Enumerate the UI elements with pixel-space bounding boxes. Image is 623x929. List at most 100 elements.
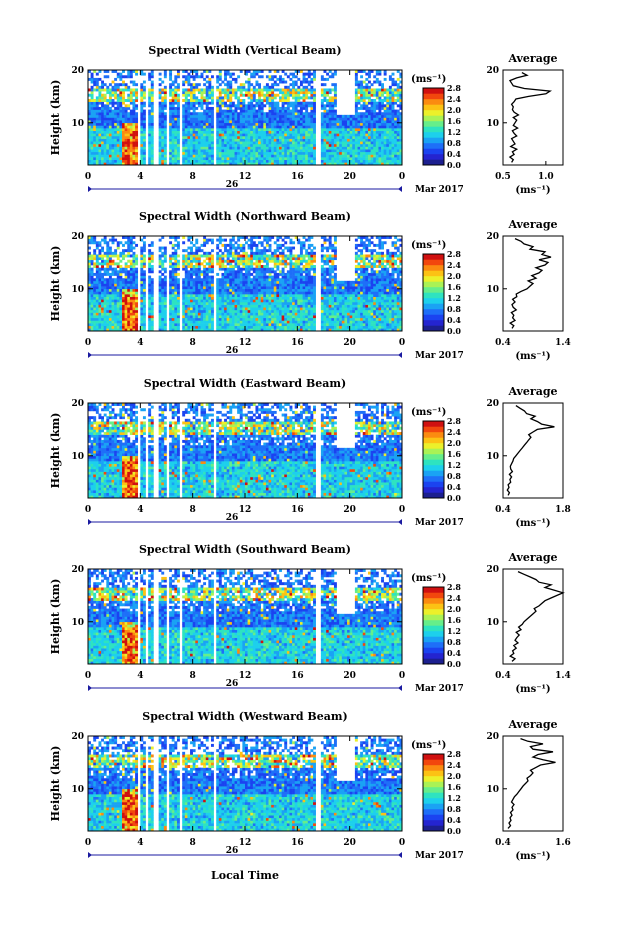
heatmap-cell <box>174 309 178 313</box>
heatmap-cell <box>357 159 361 163</box>
heatmap-cell <box>307 162 311 166</box>
heatmap-cell <box>252 93 256 97</box>
heatmap-cell <box>357 101 361 105</box>
heatmap-cell <box>197 75 201 79</box>
heatmap-cell <box>263 133 267 137</box>
heatmap-cell <box>284 109 288 113</box>
heatmap-cell <box>195 128 199 131</box>
heatmap-cell <box>265 143 269 147</box>
heatmap-cell <box>132 315 136 319</box>
heatmap-cell <box>88 320 91 324</box>
heatmap-cell <box>114 296 118 300</box>
heatmap-cell <box>200 323 204 327</box>
heatmap-cell <box>174 262 178 266</box>
heatmap-cell <box>331 151 335 155</box>
heatmap-cell <box>127 85 131 89</box>
heatmap-cell <box>108 138 112 142</box>
heatmap-cell <box>229 88 233 92</box>
heatmap-cell <box>341 149 345 153</box>
heatmap-cell <box>252 104 256 108</box>
heatmap-cell <box>258 96 261 100</box>
heatmap-cell <box>127 146 131 150</box>
heatmap-cell <box>381 143 384 147</box>
heatmap-cell <box>286 99 290 102</box>
heatmap-cell <box>273 88 277 92</box>
heatmap-cell <box>221 143 225 147</box>
heatmap-cell <box>148 249 152 253</box>
heatmap-cell <box>216 149 220 153</box>
heatmap-cell <box>101 238 104 242</box>
heatmap-cell <box>124 275 128 279</box>
heatmap-cell <box>237 315 241 319</box>
heatmap-cell <box>245 157 248 161</box>
heatmap-cell <box>360 91 364 95</box>
heatmap-cell <box>273 151 277 155</box>
heatmap-cell <box>294 88 298 92</box>
heatmap-cell <box>378 104 382 108</box>
heatmap-cell <box>333 157 337 161</box>
heatmap-cell <box>263 120 267 124</box>
heatmap-cell <box>203 149 207 153</box>
heatmap-cell <box>140 272 144 276</box>
heatmap-cell <box>101 117 104 121</box>
heatmap-cell <box>200 122 204 126</box>
heatmap-cell <box>276 157 280 161</box>
heatmap-cell <box>242 101 246 105</box>
heatmap-cell <box>226 251 230 255</box>
heatmap-cell <box>140 106 144 110</box>
heatmap-cell <box>252 88 256 92</box>
heatmap-cell <box>328 106 332 110</box>
heatmap-cell <box>383 122 387 126</box>
heatmap-cell <box>182 307 186 311</box>
heatmap-cell <box>132 117 136 121</box>
heatmap-cell <box>187 272 191 276</box>
heatmap-cell <box>171 135 175 139</box>
heatmap-cell <box>388 104 392 108</box>
heatmap-cell <box>386 91 390 95</box>
heatmap-cell <box>271 159 275 163</box>
heatmap-cell <box>184 262 188 266</box>
heatmap-cell <box>127 304 131 308</box>
heatmap-cell <box>205 128 209 131</box>
heatmap-cell <box>218 120 222 124</box>
heatmap-cell <box>182 112 186 116</box>
heatmap-cell <box>289 154 293 158</box>
heatmap-cell <box>281 101 285 105</box>
heatmap-cell <box>313 88 316 92</box>
heatmap-cell <box>339 143 343 147</box>
heatmap-cell <box>195 325 199 329</box>
heatmap-cell <box>208 112 212 116</box>
heatmap-cell <box>210 122 214 126</box>
heatmap-cell <box>313 138 316 142</box>
heatmap-cell <box>163 275 167 279</box>
heatmap-cell <box>234 320 238 324</box>
heatmap-cell <box>184 75 188 79</box>
heatmap-cell <box>195 106 199 110</box>
heatmap-cell <box>158 291 162 295</box>
heatmap-cell <box>176 151 180 155</box>
heatmap-cell <box>114 157 118 161</box>
heatmap-cell <box>171 299 175 303</box>
heatmap-cell <box>158 257 162 261</box>
heatmap-cell <box>297 120 301 124</box>
heatmap-cell <box>161 315 165 319</box>
heatmap-cell <box>260 122 264 126</box>
heatmap-cell <box>331 130 335 134</box>
heatmap-cell <box>339 135 343 139</box>
heatmap-cell <box>242 138 246 142</box>
heatmap-cell <box>127 278 131 282</box>
heatmap-cell <box>258 99 261 102</box>
heatmap-cell <box>320 106 324 110</box>
heatmap-cell <box>90 236 94 239</box>
heatmap-cell <box>347 159 350 163</box>
heatmap-cell <box>208 109 212 113</box>
heatmap-cell <box>90 85 94 89</box>
heatmap-cell <box>367 157 371 161</box>
heatmap-cell <box>98 294 102 297</box>
heatmap-cell <box>281 99 285 102</box>
heatmap-cell <box>192 304 196 308</box>
heatmap-cell <box>394 151 398 155</box>
heatmap-cell <box>111 151 115 155</box>
heatmap-cell <box>216 130 220 134</box>
heatmap-cell <box>103 317 107 321</box>
